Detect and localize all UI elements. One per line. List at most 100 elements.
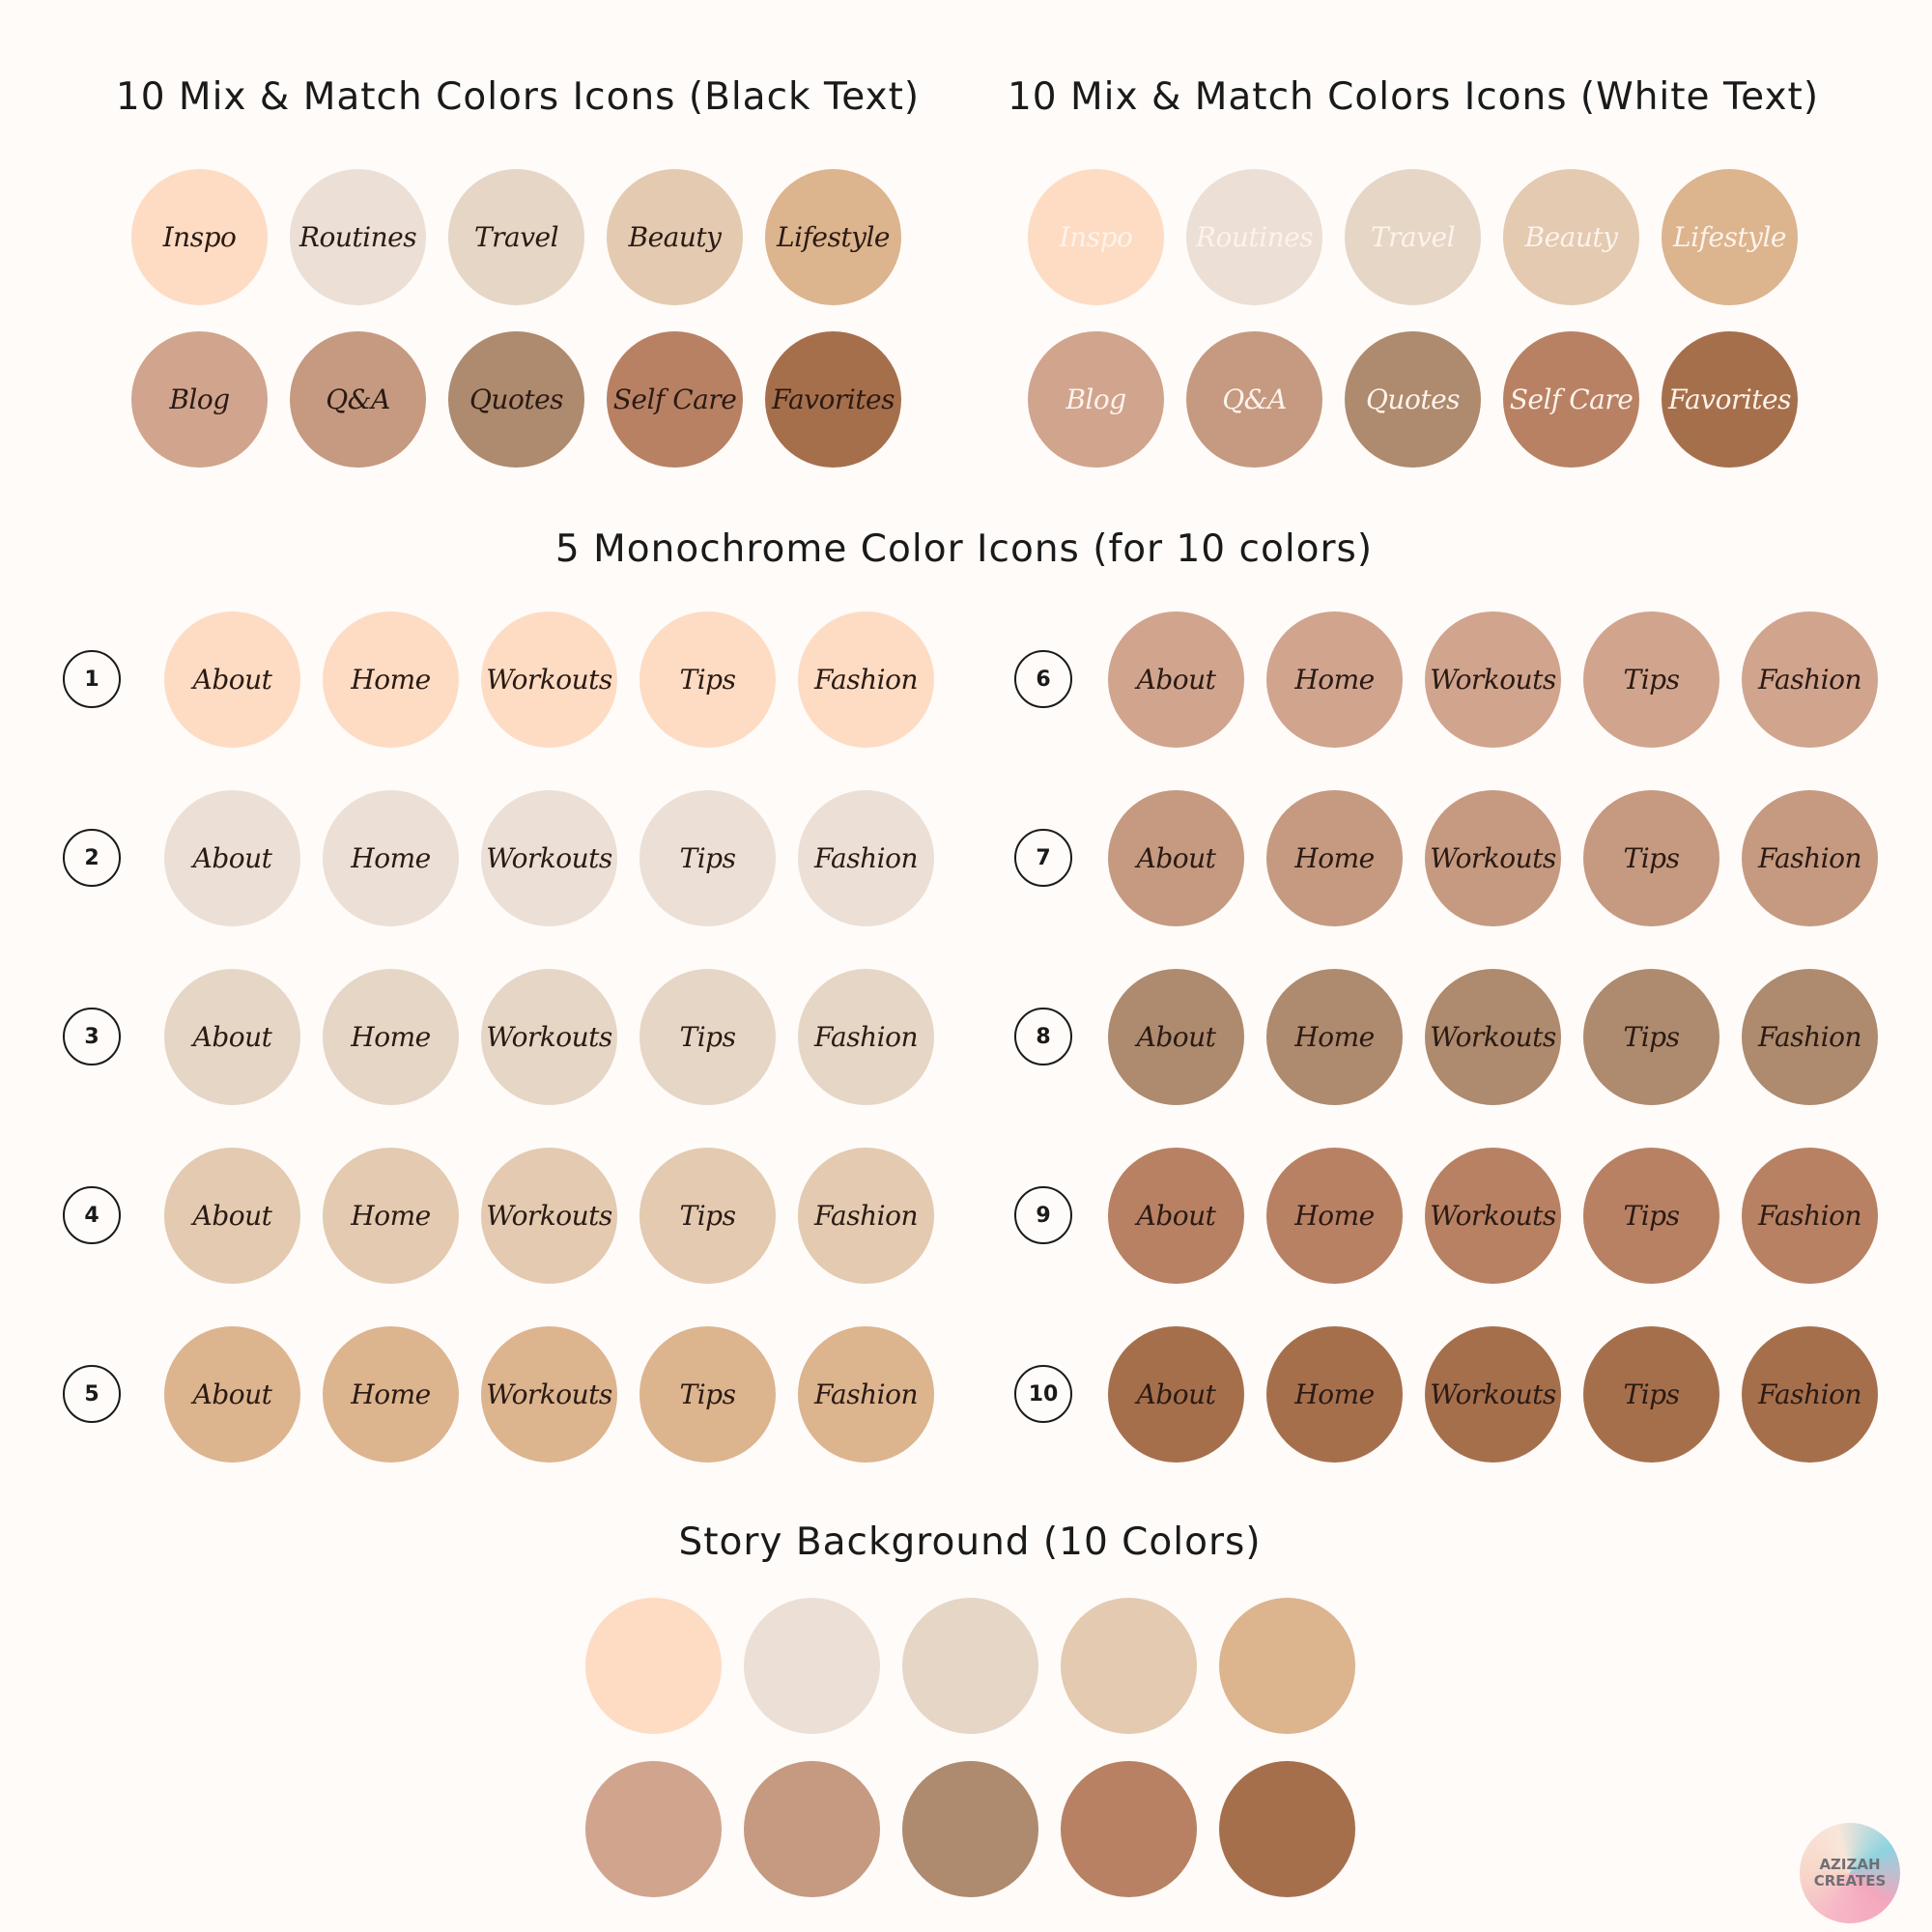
mono-icon: Workouts	[481, 969, 617, 1105]
icon-label: Fashion	[814, 1021, 918, 1053]
icon-label: Tips	[1623, 842, 1680, 874]
highlight-icon: Self Care	[1503, 331, 1639, 468]
mono-icon: Tips	[639, 1148, 776, 1284]
icon-label: Tips	[679, 842, 736, 874]
mono-icon: About	[1108, 1148, 1244, 1284]
mono-icon: Workouts	[1425, 1148, 1561, 1284]
mono-icon: About	[1108, 1326, 1244, 1463]
story-swatch	[744, 1761, 880, 1897]
story-swatch	[1219, 1598, 1355, 1734]
icon-label: Fashion	[1758, 664, 1861, 696]
mono-icon: Home	[323, 1148, 459, 1284]
mono-icon: Home	[323, 611, 459, 748]
mono-icon: About	[164, 969, 300, 1105]
story-swatch	[902, 1761, 1038, 1897]
mono-icon: Tips	[639, 790, 776, 926]
story-swatch	[902, 1598, 1038, 1734]
mono-icon: Tips	[1583, 969, 1719, 1105]
logo-line1: AZIZAH	[1819, 1856, 1881, 1873]
color-number-badge: 1	[63, 650, 121, 708]
highlight-icon: Blog	[131, 331, 268, 468]
icon-label: Tips	[679, 1378, 736, 1410]
story-swatch	[1219, 1761, 1355, 1897]
icon-label: Workouts	[1430, 664, 1556, 696]
highlight-icon: Q&A	[290, 331, 426, 468]
mono-icon: Fashion	[1742, 1148, 1878, 1284]
highlight-icon: Lifestyle	[1662, 169, 1798, 305]
icon-row: About Home Workouts Tips Fashion	[1108, 790, 1878, 926]
highlight-icon: Favorites	[765, 331, 901, 468]
icon-label: Home	[351, 842, 431, 874]
highlight-icon: Beauty	[607, 169, 743, 305]
mono-icon: Tips	[1583, 1326, 1719, 1463]
icon-label: Home	[1294, 842, 1375, 874]
icon-label: About	[192, 1021, 272, 1053]
mono-icon: Home	[1266, 1148, 1403, 1284]
mono-icon: Workouts	[481, 1148, 617, 1284]
icon-label: About	[1136, 1378, 1216, 1410]
icon-label: About	[1136, 664, 1216, 696]
icon-label: About	[192, 842, 272, 874]
icon-row: Inspo Routines Travel Beauty Lifestyle	[1028, 169, 1798, 305]
mono-icon: Home	[323, 1326, 459, 1463]
story-swatch	[1061, 1761, 1197, 1897]
mono-icon: About	[1108, 790, 1244, 926]
icon-label: Favorites	[1668, 384, 1791, 415]
icon-label: Beauty	[628, 221, 722, 253]
icon-label: About	[192, 664, 272, 696]
icon-row: About Home Workouts Tips Fashion	[164, 1148, 934, 1284]
icon-label: Travel	[1370, 221, 1456, 253]
color-number-badge: 6	[1014, 650, 1072, 708]
icon-row: Blog Q&A Quotes Self Care Favorites	[131, 331, 901, 468]
highlight-icon: Blog	[1028, 331, 1164, 468]
icon-label: Self Care	[1509, 384, 1634, 415]
mono-icon: Tips	[1583, 1148, 1719, 1284]
icon-label: Workouts	[486, 664, 612, 696]
mono-icon: Fashion	[798, 1326, 934, 1463]
icon-row: About Home Workouts Tips Fashion	[1108, 1326, 1878, 1463]
color-number-badge: 8	[1014, 1008, 1072, 1065]
icon-row	[585, 1598, 1355, 1734]
icon-label: Home	[1294, 1021, 1375, 1053]
highlight-icon: Travel	[1345, 169, 1481, 305]
mono-icon: Home	[323, 790, 459, 926]
icon-label: Lifestyle	[777, 221, 890, 253]
mono-icon: Fashion	[798, 1148, 934, 1284]
icon-label: Q&A	[1222, 384, 1287, 415]
color-number-badge: 7	[1014, 829, 1072, 887]
icon-label: About	[1136, 1200, 1216, 1232]
mono-icon: Fashion	[1742, 790, 1878, 926]
highlight-icon: Favorites	[1662, 331, 1798, 468]
icon-label: Home	[351, 664, 431, 696]
mono-icon: Workouts	[481, 1326, 617, 1463]
icon-label: Home	[351, 1021, 431, 1053]
icon-row: About Home Workouts Tips Fashion	[164, 611, 934, 748]
icon-label: Home	[351, 1200, 431, 1232]
icon-label: Fashion	[1758, 1021, 1861, 1053]
mono-icon: About	[164, 1148, 300, 1284]
icon-label: Tips	[679, 664, 736, 696]
icon-row: About Home Workouts Tips Fashion	[1108, 611, 1878, 748]
mono-icon: Fashion	[1742, 969, 1878, 1105]
icon-label: Tips	[679, 1021, 736, 1053]
mono-icon: Workouts	[1425, 969, 1561, 1105]
icon-label: Favorites	[772, 384, 895, 415]
icon-label: Fashion	[814, 1200, 918, 1232]
mono-icon: Tips	[1583, 611, 1719, 748]
icon-label: Inspo	[1059, 221, 1133, 253]
mono-icon: Fashion	[1742, 611, 1878, 748]
highlight-icon: Lifestyle	[765, 169, 901, 305]
mono-icon: Home	[1266, 969, 1403, 1105]
mono-icon: About	[1108, 969, 1244, 1105]
highlight-icon: Inspo	[131, 169, 268, 305]
highlight-icon: Routines	[290, 169, 426, 305]
icon-label: Self Care	[612, 384, 737, 415]
icon-label: Fashion	[1758, 842, 1861, 874]
mono-icon: Fashion	[798, 969, 934, 1105]
icon-label: Inspo	[162, 221, 237, 253]
mono-title: 5 Monochrome Color Icons (for 10 colors)	[554, 527, 1374, 571]
icon-label: Tips	[1623, 1378, 1680, 1410]
icon-label: Workouts	[486, 1021, 612, 1053]
icon-label: Workouts	[486, 1378, 612, 1410]
icon-row: About Home Workouts Tips Fashion	[164, 969, 934, 1105]
